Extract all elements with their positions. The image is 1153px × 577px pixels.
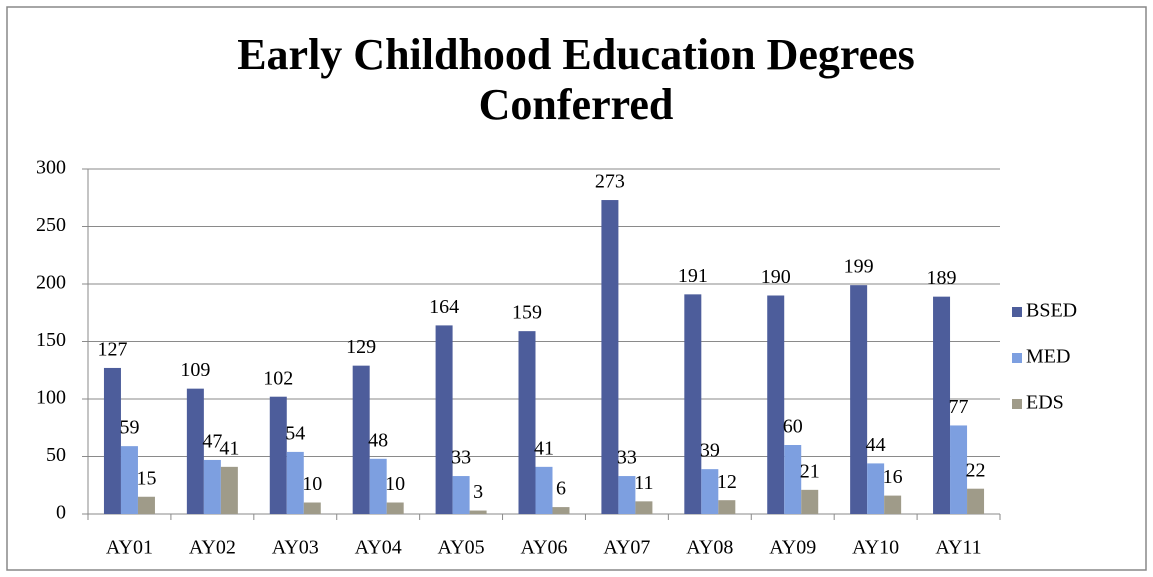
bar (535, 466, 553, 514)
data-label: 54 (285, 422, 305, 444)
bar (950, 425, 968, 514)
bar (601, 200, 619, 515)
x-tick-label: AY04 (355, 537, 402, 559)
x-tick-label: AY01 (106, 537, 153, 559)
data-label: 44 (866, 434, 886, 456)
bar (386, 502, 404, 514)
y-tick-label: 50 (46, 444, 66, 466)
x-tick-label: AY10 (852, 537, 899, 559)
x-tick-label: AY02 (189, 537, 236, 559)
bar (303, 502, 321, 514)
data-label: 33 (617, 447, 637, 469)
data-label: 109 (180, 359, 210, 381)
x-tick-label: AY09 (769, 537, 816, 559)
legend-label: BSED (1026, 300, 1077, 322)
data-label: 127 (97, 339, 127, 361)
bar (203, 459, 221, 514)
y-tick-label: 100 (36, 387, 66, 409)
data-label: 10 (302, 473, 322, 495)
data-label: 11 (634, 472, 653, 494)
y-tick-label: 200 (36, 272, 66, 294)
data-label: 22 (966, 459, 986, 481)
data-label: 159 (512, 302, 542, 324)
data-label: 189 (927, 267, 957, 289)
data-label: 6 (556, 478, 566, 500)
data-label: 273 (595, 171, 625, 193)
y-tick-label: 0 (56, 502, 66, 524)
data-label: 12 (717, 471, 737, 493)
bar (967, 488, 985, 514)
data-label: 164 (429, 296, 459, 318)
bar (718, 500, 736, 514)
y-tick-label: 300 (36, 157, 66, 179)
data-label: 129 (346, 336, 376, 358)
data-label: 59 (119, 417, 139, 439)
x-tick-label: AY03 (272, 537, 319, 559)
y-tick-label: 150 (36, 329, 66, 351)
data-label: 199 (844, 256, 874, 278)
x-tick-label: AY05 (438, 537, 485, 559)
bar (352, 365, 370, 514)
data-label: 60 (783, 416, 803, 438)
x-tick-label: AY11 (935, 537, 981, 559)
data-label: 190 (761, 266, 791, 288)
data-label: 3 (473, 481, 483, 503)
bar (784, 445, 802, 514)
bar (103, 367, 121, 514)
bar (552, 507, 570, 514)
y-tick-label: 250 (36, 214, 66, 236)
data-label: 10 (385, 473, 405, 495)
bar (469, 510, 487, 514)
data-label: 191 (678, 265, 708, 287)
data-label: 77 (949, 396, 969, 418)
bar (684, 294, 702, 514)
bar (801, 489, 819, 514)
bar (220, 466, 238, 514)
data-label: 41 (219, 437, 239, 459)
legend-label: EDS (1026, 392, 1064, 414)
bar (269, 396, 287, 514)
bar (933, 296, 951, 514)
chart-title: Early Childhood Education Degrees Confer… (237, 30, 915, 129)
bar (435, 325, 453, 514)
data-label: 21 (800, 460, 820, 482)
chart-border (6, 6, 1147, 571)
data-label: 16 (883, 466, 903, 488)
x-tick-label: AY08 (686, 537, 733, 559)
bar (635, 501, 653, 514)
bar (518, 331, 536, 514)
bar (701, 469, 719, 514)
x-tick-label: AY07 (603, 537, 650, 559)
data-label: 47 (202, 431, 222, 453)
data-label: 33 (451, 447, 471, 469)
x-tick-label: AY06 (520, 537, 567, 559)
data-label: 48 (368, 429, 388, 451)
legend-swatch (1012, 399, 1022, 409)
legend-label: MED (1026, 346, 1070, 368)
data-label: 39 (700, 440, 720, 462)
bar (618, 476, 636, 514)
bar (186, 388, 204, 514)
data-label: 102 (263, 367, 293, 389)
data-label: 15 (136, 467, 156, 489)
bar (137, 496, 155, 514)
bar (884, 495, 902, 514)
data-label: 41 (534, 437, 554, 459)
bar (286, 451, 304, 514)
bar (867, 463, 885, 514)
legend-swatch (1012, 353, 1022, 363)
bar (369, 458, 387, 514)
bar (850, 285, 868, 514)
bar (767, 295, 785, 514)
bar (452, 476, 470, 514)
bar (120, 446, 138, 514)
legend-swatch (1012, 307, 1022, 317)
